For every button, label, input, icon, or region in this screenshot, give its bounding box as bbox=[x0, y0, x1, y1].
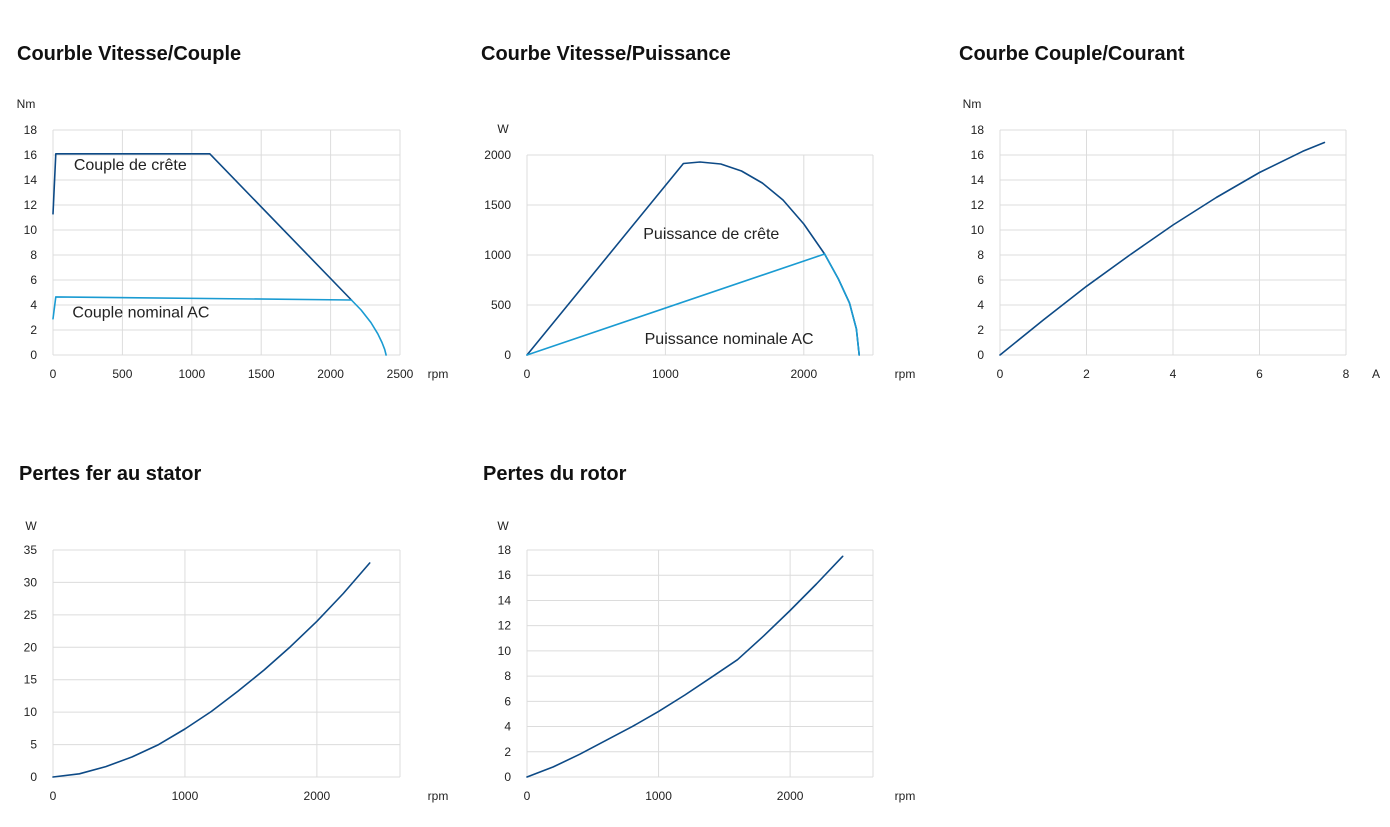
x-tick-label: 2 bbox=[1083, 367, 1090, 381]
y-tick-label: 16 bbox=[971, 148, 985, 162]
x-tick-label: 1000 bbox=[645, 789, 672, 803]
x-tick-label: 500 bbox=[112, 367, 132, 381]
x-tick-label: 4 bbox=[1170, 367, 1177, 381]
y-tick-label: 1000 bbox=[484, 248, 511, 262]
y-tick-label: 1500 bbox=[484, 198, 511, 212]
y-tick-label: 4 bbox=[977, 298, 984, 312]
x-axis-unit-label: A bbox=[1372, 367, 1380, 381]
y-tick-label: 2000 bbox=[484, 148, 511, 162]
x-tick-label: 1500 bbox=[248, 367, 275, 381]
x-tick-label: 2000 bbox=[317, 367, 344, 381]
chart-title-speed-power: Courbe Vitesse/Puissance bbox=[481, 43, 731, 65]
x-tick-label: 1000 bbox=[178, 367, 205, 381]
x-tick-label: 2000 bbox=[790, 367, 817, 381]
x-tick-label: 1000 bbox=[652, 367, 679, 381]
series-line-3 bbox=[350, 299, 387, 356]
x-tick-label: 0 bbox=[524, 367, 531, 381]
y-axis-unit-label: Nm bbox=[17, 97, 36, 111]
chart-c3: 0 2 4 6 8 10 12 14 16 18 0 2 4 6 8 Nm A bbox=[963, 97, 1380, 381]
y-tick-label: 500 bbox=[491, 298, 511, 312]
y-tick-label: 6 bbox=[977, 273, 984, 287]
y-tick-label: 30 bbox=[24, 575, 38, 589]
x-tick-label: 0 bbox=[50, 789, 57, 803]
curve-annotation: Puissance nominale AC bbox=[645, 331, 814, 348]
y-tick-label: 6 bbox=[30, 273, 37, 287]
x-tick-label: 8 bbox=[1343, 367, 1350, 381]
y-axis-unit-label: W bbox=[497, 122, 509, 136]
y-tick-label: 12 bbox=[498, 619, 512, 633]
curve-annotation: Couple nominal AC bbox=[72, 305, 209, 322]
y-tick-label: 0 bbox=[977, 348, 984, 362]
x-axis-unit-label: rpm bbox=[428, 367, 449, 381]
y-tick-label: 10 bbox=[498, 644, 512, 658]
y-tick-label: 2 bbox=[504, 745, 511, 759]
y-tick-label: 25 bbox=[24, 608, 38, 622]
y-tick-label: 20 bbox=[24, 640, 38, 654]
x-axis-unit-label: rpm bbox=[428, 789, 449, 803]
y-tick-label: 0 bbox=[504, 348, 511, 362]
x-tick-label: 2000 bbox=[777, 789, 804, 803]
y-tick-label: 16 bbox=[24, 148, 38, 162]
chart-title-stator-iron-losses: Pertes fer au stator bbox=[19, 463, 202, 485]
chart-title-rotor-losses: Pertes du rotor bbox=[483, 463, 627, 485]
chart-title-torque-current: Courbe Couple/Courant bbox=[959, 43, 1185, 65]
x-tick-label: 2500 bbox=[387, 367, 414, 381]
y-tick-label: 8 bbox=[504, 669, 511, 683]
y-tick-label: 10 bbox=[971, 223, 985, 237]
y-tick-label: 10 bbox=[24, 223, 38, 237]
x-tick-label: 0 bbox=[524, 789, 531, 803]
x-tick-label: 0 bbox=[997, 367, 1004, 381]
x-tick-label: 6 bbox=[1256, 367, 1263, 381]
series-line-1 bbox=[52, 562, 371, 778]
y-tick-label: 6 bbox=[504, 694, 511, 708]
curve-annotation: Puissance de crête bbox=[643, 226, 779, 243]
y-tick-label: 16 bbox=[498, 568, 512, 582]
y-tick-label: 0 bbox=[30, 348, 37, 362]
y-tick-label: 10 bbox=[24, 705, 38, 719]
y-tick-label: 5 bbox=[30, 738, 37, 752]
y-tick-label: 14 bbox=[24, 173, 38, 187]
y-tick-label: 35 bbox=[24, 543, 38, 557]
y-tick-label: 4 bbox=[30, 298, 37, 312]
x-axis-unit-label: rpm bbox=[895, 367, 916, 381]
y-tick-label: 2 bbox=[30, 323, 37, 337]
y-tick-label: 18 bbox=[24, 123, 38, 137]
chart-title-speed-torque: Courble Vitesse/Couple bbox=[17, 43, 242, 65]
x-tick-label: 1000 bbox=[172, 789, 199, 803]
y-tick-label: 12 bbox=[971, 198, 985, 212]
y-tick-label: 2 bbox=[977, 323, 984, 337]
y-axis-unit-label: W bbox=[497, 519, 509, 533]
series-line-1 bbox=[526, 555, 844, 778]
y-tick-label: 14 bbox=[971, 173, 985, 187]
curve-annotation: Couple de crête bbox=[74, 157, 187, 174]
y-tick-label: 4 bbox=[504, 720, 511, 734]
y-axis-unit-label: W bbox=[25, 519, 37, 533]
y-tick-label: 18 bbox=[971, 123, 985, 137]
y-tick-label: 12 bbox=[24, 198, 38, 212]
y-tick-label: 15 bbox=[24, 673, 38, 687]
x-axis-unit-label: rpm bbox=[895, 789, 916, 803]
series-line-2 bbox=[52, 296, 353, 320]
series-line-2 bbox=[526, 253, 826, 356]
series-line-1 bbox=[999, 141, 1326, 356]
chart-c1: 0 2 4 6 8 10 12 14 16 18 0 500 1000 1500 2000 2500 Nm rpm… bbox=[17, 97, 449, 381]
x-tick-label: 0 bbox=[50, 367, 57, 381]
series-line-1 bbox=[52, 153, 353, 301]
y-axis-unit-label: Nm bbox=[963, 97, 982, 111]
x-tick-label: 2000 bbox=[304, 789, 331, 803]
y-tick-label: 8 bbox=[977, 248, 984, 262]
y-tick-label: 0 bbox=[30, 770, 37, 784]
series-line-3 bbox=[823, 253, 861, 356]
y-tick-label: 14 bbox=[498, 593, 512, 607]
y-tick-label: 18 bbox=[498, 543, 512, 557]
y-tick-label: 0 bbox=[504, 770, 511, 784]
y-tick-label: 8 bbox=[30, 248, 37, 262]
